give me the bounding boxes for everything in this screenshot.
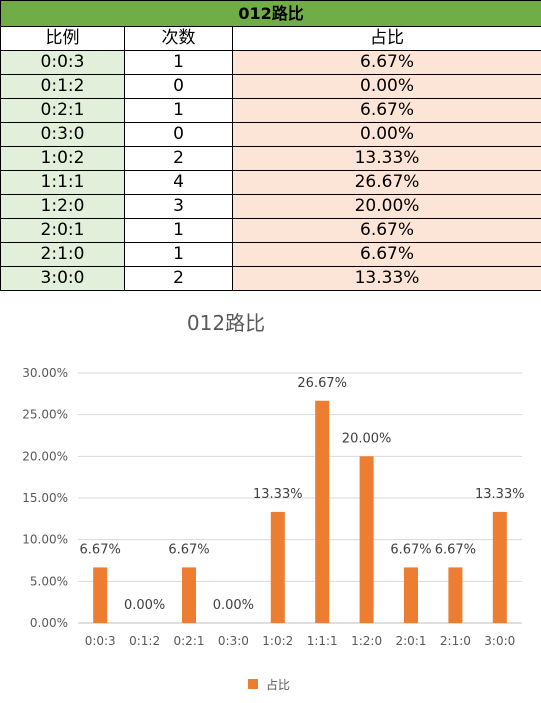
y-axis-ticks: 0.00% 5.00% 10.00% 15.00% 20.00% 25.00% 30.00% <box>22 366 68 630</box>
table-row: 3:0:0 2 13.33% <box>0 266 541 291</box>
data-label: 20.00% <box>342 431 392 446</box>
cell-ratio[interactable]: 0:2:1 <box>0 98 125 123</box>
cell-count[interactable]: 3 <box>124 194 233 219</box>
x-tick-label: 2:0:1 <box>396 634 427 648</box>
table-row: 0:2:1 1 6.67% <box>0 98 541 123</box>
x-tick-label: 0:3:0 <box>218 634 249 648</box>
data-label: 6.67% <box>80 542 121 557</box>
data-label: 6.67% <box>168 542 209 557</box>
x-tick-label: 1:1:1 <box>307 634 338 648</box>
cell-percent[interactable]: 6.67% <box>231 242 541 267</box>
table-row: 2:0:1 1 6.67% <box>0 218 541 243</box>
cell-percent[interactable]: 6.67% <box>231 218 541 243</box>
data-label: 0.00% <box>213 598 254 613</box>
y-tick-label: 20.00% <box>22 449 68 463</box>
cell-ratio[interactable]: 1:1:1 <box>0 170 125 195</box>
cell-percent[interactable]: 26.67% <box>231 170 541 195</box>
cell-percent[interactable]: 6.67% <box>231 50 541 75</box>
table-row: 2:1:0 1 6.67% <box>0 242 541 267</box>
cell-ratio[interactable]: 0:0:3 <box>0 50 125 75</box>
cell-count[interactable]: 0 <box>124 74 233 99</box>
cell-ratio[interactable]: 0:1:2 <box>0 74 125 99</box>
table-row: 0:0:3 1 6.67% <box>0 50 541 75</box>
cell-percent[interactable]: 6.67% <box>231 98 541 123</box>
header-count[interactable]: 次数 <box>124 26 233 51</box>
cell-ratio[interactable]: 3:0:0 <box>0 266 125 291</box>
cell-count[interactable]: 1 <box>124 242 233 267</box>
data-label: 6.67% <box>435 542 476 557</box>
y-tick-label: 10.00% <box>22 533 68 547</box>
cell-ratio[interactable]: 2:0:1 <box>0 218 125 243</box>
bar[interactable] <box>404 567 418 623</box>
y-tick-label: 25.00% <box>22 408 68 422</box>
x-tick-label: 1:0:2 <box>262 634 293 648</box>
x-tick-label: 0:2:1 <box>174 634 205 648</box>
cell-count[interactable]: 0 <box>124 122 233 147</box>
data-label: 6.67% <box>390 542 431 557</box>
header-ratio[interactable]: 比例 <box>0 26 125 51</box>
cell-percent[interactable]: 20.00% <box>231 194 541 219</box>
table-row: 1:2:0 3 20.00% <box>0 194 541 219</box>
x-tick-label: 1:2:0 <box>351 634 382 648</box>
table-row: 1:1:1 4 26.67% <box>0 170 541 195</box>
cell-percent[interactable]: 13.33% <box>231 146 541 171</box>
legend-swatch <box>248 679 258 689</box>
y-tick-label: 30.00% <box>22 366 68 380</box>
cell-percent[interactable]: 13.33% <box>231 266 541 291</box>
x-tick-label: 0:1:2 <box>129 634 160 648</box>
y-tick-label: 15.00% <box>22 491 68 505</box>
bar[interactable] <box>93 567 108 623</box>
table-row: 0:1:2 0 0.00% <box>0 74 541 99</box>
chart-area[interactable]: 012路比 0.00% 5.00% 10.00% 15.00% 20.00% 25.00%… <box>0 301 541 703</box>
cell-count[interactable]: 1 <box>124 50 233 75</box>
cell-percent[interactable]: 0.00% <box>231 74 541 99</box>
data-label: 13.33% <box>253 487 303 502</box>
bar[interactable] <box>492 511 507 623</box>
header-percent[interactable]: 占比 <box>231 26 541 51</box>
legend-label: 占比 <box>266 677 290 692</box>
bar-chart[interactable]: 012路比 0.00% 5.00% 10.00% 15.00% 20.00% 25.00%… <box>0 301 541 703</box>
bar[interactable] <box>448 567 463 623</box>
cell-ratio[interactable]: 1:0:2 <box>0 146 125 171</box>
x-tick-label: 3:0:0 <box>484 634 515 648</box>
cell-ratio[interactable]: 2:1:0 <box>0 242 125 267</box>
chart-title: 012路比 <box>187 311 265 335</box>
table-title[interactable]: 012路比 <box>0 0 541 27</box>
cell-count[interactable]: 4 <box>124 170 233 195</box>
table-row: 1:0:2 2 13.33% <box>0 146 541 171</box>
table-row: 0:3:0 0 0.00% <box>0 122 541 147</box>
bar[interactable] <box>315 400 330 623</box>
cell-count[interactable]: 1 <box>124 98 233 123</box>
cell-count[interactable]: 2 <box>124 266 233 291</box>
cell-ratio[interactable]: 0:3:0 <box>0 122 125 147</box>
y-tick-label: 0.00% <box>30 616 68 630</box>
x-axis-ticks: 0:0:3 0:1:2 0:2:1 0:3:0 1:0:2 1:1:1 1:2:0 2:0:1… <box>85 634 516 648</box>
bars <box>93 400 507 623</box>
cell-count[interactable]: 1 <box>124 218 233 243</box>
bar[interactable] <box>182 567 196 623</box>
data-labels: 6.67% 0.00% 6.67% 0.00% 13.33% 26.67% 20.00% 6.… <box>80 376 525 613</box>
ratio-table: 012路比 比例 次数 占比 0:0:3 1 6.67% 0:1:2 0 0.0… <box>0 0 541 291</box>
x-tick-label: 2:1:0 <box>440 634 471 648</box>
bar[interactable] <box>359 456 374 623</box>
cell-percent[interactable]: 0.00% <box>231 122 541 147</box>
data-label: 13.33% <box>475 487 525 502</box>
y-tick-label: 5.00% <box>30 574 68 588</box>
data-label: 26.67% <box>297 376 347 391</box>
data-label: 0.00% <box>124 598 165 613</box>
x-tick-label: 0:0:3 <box>85 634 116 648</box>
legend[interactable]: 占比 <box>248 677 290 692</box>
cell-count[interactable]: 2 <box>124 146 233 171</box>
gridlines <box>78 372 522 624</box>
bar[interactable] <box>270 511 285 623</box>
cell-ratio[interactable]: 1:2:0 <box>0 194 125 219</box>
